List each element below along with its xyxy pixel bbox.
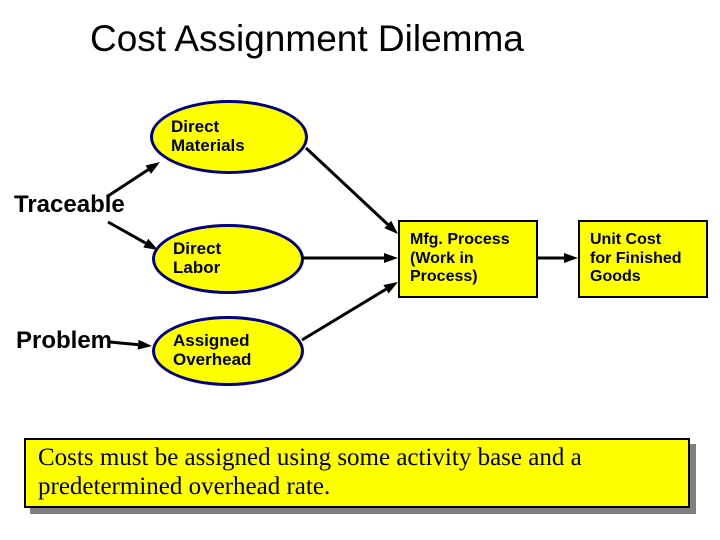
bottom-banner: Costs must be assigned using some activi… — [24, 438, 690, 508]
node-mfg-process: Mfg. Process(Work inProcess) — [398, 220, 538, 298]
node-assigned-overhead-text: AssignedOverhead — [173, 332, 251, 369]
arrowhead-problem-to-overhead — [138, 340, 152, 350]
node-unit-cost: Unit Costfor FinishedGoods — [578, 220, 708, 298]
node-direct-materials-text: DirectMaterials — [171, 118, 245, 155]
diagram-stage: Cost Assignment Dilemma Traceable Proble… — [0, 0, 720, 540]
page-title: Cost Assignment Dilemma — [90, 18, 524, 60]
node-assigned-overhead: AssignedOverhead — [152, 316, 304, 386]
node-direct-materials: DirectMaterials — [150, 100, 308, 174]
node-direct-labor: DirectLabor — [152, 224, 304, 294]
node-mfg-process-text: Mfg. Process(Work inProcess) — [410, 231, 510, 286]
label-problem: Problem — [16, 328, 112, 354]
arrow-materials-to-mfg — [306, 148, 388, 224]
label-traceable: Traceable — [14, 192, 125, 218]
arrowhead-materials-to-mfg — [384, 221, 398, 234]
node-direct-labor-text: DirectLabor — [173, 240, 221, 277]
arrow-overhead-to-mfg — [302, 289, 386, 340]
arrowhead-mfg-to-unitcost — [564, 253, 578, 263]
arrowhead-traceable-to-materials — [146, 162, 160, 174]
arrowhead-labor-to-mfg — [384, 253, 398, 263]
bottom-banner-text: Costs must be assigned using some activi… — [38, 444, 676, 502]
node-unit-cost-text: Unit Costfor FinishedGoods — [590, 231, 682, 286]
arrowhead-overhead-to-mfg — [383, 282, 398, 294]
arrow-problem-to-overhead — [110, 342, 138, 345]
arrow-traceable-to-labor — [108, 222, 146, 243]
